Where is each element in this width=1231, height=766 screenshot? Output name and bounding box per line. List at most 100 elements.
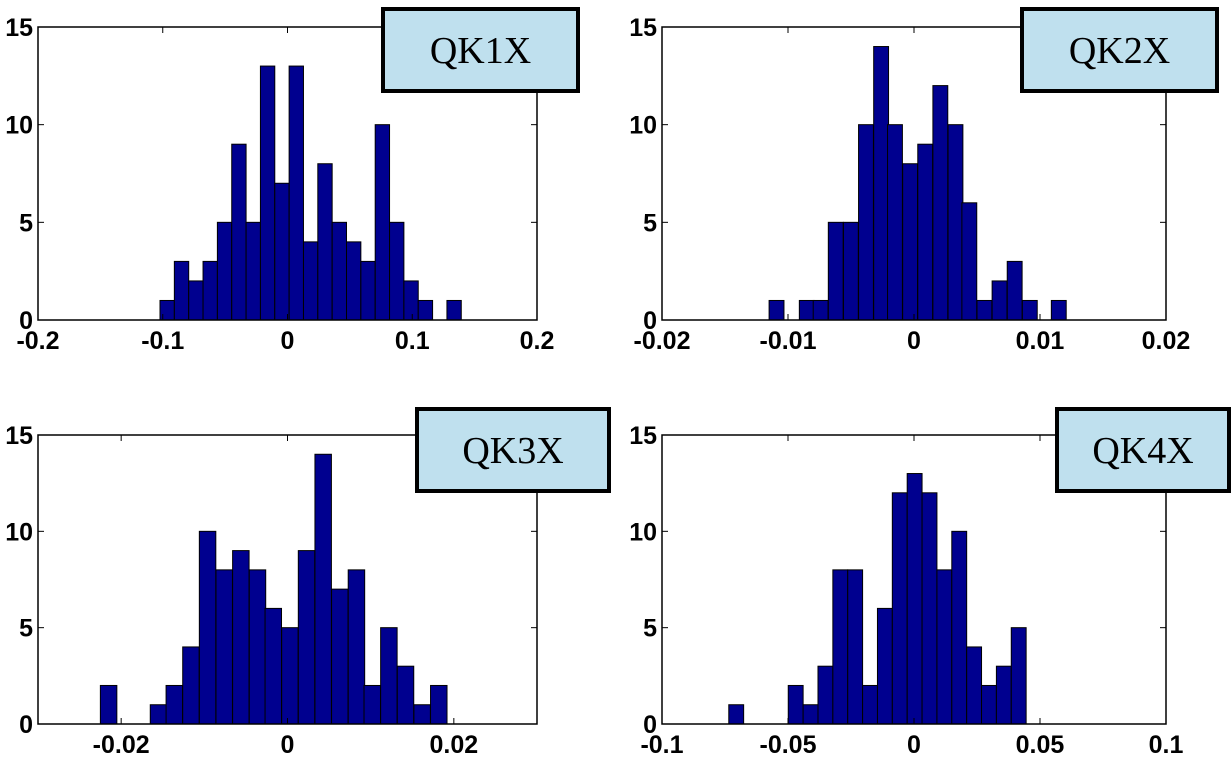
legend-label: QK2X	[1069, 30, 1170, 72]
y-tick-label: 15	[5, 422, 33, 450]
histogram-bar	[858, 124, 874, 321]
histogram-bar	[360, 260, 376, 321]
histogram-bar	[947, 124, 964, 321]
histogram-bar	[346, 241, 362, 321]
histogram-bar	[966, 646, 983, 725]
y-tick-label: 15	[629, 14, 657, 42]
histogram-bar	[173, 260, 190, 321]
legend-box	[1055, 407, 1231, 493]
legend-label: QK4X	[1092, 430, 1193, 472]
histogram-bar	[812, 299, 829, 321]
histogram-bar	[1006, 260, 1023, 321]
histogram-bar	[728, 704, 745, 725]
histogram-bar	[873, 46, 890, 321]
x-tick-label: 0	[907, 327, 921, 355]
histogram-bar	[248, 569, 267, 725]
histogram-panel-2: -0.02 -0.01 0 0.01 0.02 0 5 10 15 QK2X	[629, 7, 1219, 355]
histogram-bar	[396, 665, 415, 725]
histogram-bar	[446, 299, 462, 321]
histogram-bar	[787, 684, 804, 725]
histogram-bar	[798, 299, 815, 321]
histogram-bar	[981, 684, 997, 725]
histogram-bar	[281, 627, 299, 725]
x-tick-label: 0.1	[395, 327, 430, 355]
histogram-bar	[802, 704, 819, 725]
legend-label: QK3X	[462, 430, 563, 472]
legend-box	[1020, 7, 1219, 93]
histogram-bar	[921, 492, 938, 725]
histogram-bar	[832, 569, 849, 725]
x-tick-label: 0	[907, 731, 921, 759]
histogram-bar	[902, 163, 919, 321]
y-tick-label: 0	[643, 307, 657, 335]
histogram-bar	[1050, 299, 1067, 321]
x-tick-label: -0.2	[16, 327, 59, 355]
histogram-bar	[149, 704, 168, 725]
histogram-bar	[216, 221, 233, 321]
histogram-bar	[215, 569, 233, 725]
x-tick-label: -0.1	[141, 327, 184, 355]
histogram-bar	[817, 665, 834, 725]
histogram-bar	[274, 182, 290, 321]
histogram-bar	[331, 588, 349, 725]
histogram-bar	[413, 704, 431, 725]
x-tick-label: -0.02	[634, 327, 691, 355]
histogram-bar	[891, 492, 908, 725]
histogram-bar	[259, 65, 276, 321]
histogram-bar	[380, 627, 398, 725]
y-tick-label: 0	[19, 711, 33, 739]
histogram-bar	[245, 221, 261, 321]
histogram-bar	[202, 260, 218, 321]
histogram-bar	[374, 124, 391, 321]
histogram-bar	[991, 280, 1008, 321]
x-tick-label: -0.01	[760, 327, 817, 355]
y-tick-label: 5	[643, 209, 657, 237]
y-tick-label: 10	[629, 112, 657, 140]
legend-label: QK1X	[430, 30, 531, 72]
histogram-bar	[1010, 627, 1027, 725]
x-tick-label: -0.1	[640, 731, 683, 759]
histogram-bar	[264, 607, 283, 725]
x-tick-label: 0.02	[1142, 327, 1191, 355]
histogram-bar	[99, 684, 118, 725]
histogram-bar	[417, 299, 434, 321]
y-tick-label: 10	[5, 518, 33, 546]
histogram-bar	[231, 143, 247, 321]
histogram-bar	[182, 646, 200, 725]
histogram-bar	[961, 202, 978, 321]
histogram-bar	[188, 280, 204, 321]
legend-box	[381, 7, 580, 93]
x-tick-label: 0.05	[1016, 731, 1065, 759]
histogram-bar	[976, 299, 993, 321]
histogram-bar	[842, 221, 859, 321]
histogram-bar	[917, 143, 934, 321]
x-tick-label: -0.02	[93, 731, 150, 759]
histogram-bar	[288, 65, 304, 321]
histogram-bar	[347, 569, 366, 725]
histogram-bar	[302, 241, 319, 321]
histogram-bar	[827, 221, 844, 321]
histogram-bar	[331, 221, 348, 321]
histogram-bar	[951, 530, 968, 725]
x-tick-label: 0	[281, 327, 295, 355]
histogram-bar	[314, 453, 332, 725]
y-tick-label: 0	[19, 307, 33, 335]
x-tick-label: 0.1	[1149, 731, 1184, 759]
y-tick-label: 5	[643, 615, 657, 643]
histogram-panel-1: -0.2 -0.1 0 0.1 0.2 0 5 10 15 QK1X	[5, 7, 580, 355]
y-tick-label: 5	[19, 209, 33, 237]
y-tick-label: 10	[5, 112, 33, 140]
y-tick-label: 10	[629, 518, 657, 546]
x-tick-label: 0.01	[1016, 327, 1065, 355]
y-tick-label: 15	[5, 14, 33, 42]
histogram-bar	[768, 299, 785, 321]
histogram-bar	[1021, 299, 1038, 321]
histogram-bar	[165, 684, 184, 725]
histogram-bar	[159, 299, 175, 321]
histogram-bar	[876, 607, 893, 725]
histogram-bar	[297, 550, 316, 725]
histogram-bar	[995, 665, 1012, 725]
histogram-bar	[389, 221, 405, 321]
histogram-panel-4: -0.1 -0.05 0 0.05 0.1 0 5 10 15 QK4X	[629, 407, 1231, 759]
histogram-bar	[906, 473, 923, 725]
